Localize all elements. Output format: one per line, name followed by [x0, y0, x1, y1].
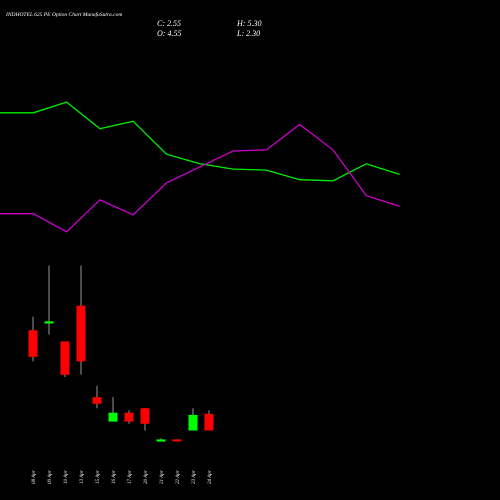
indicator-line-2 — [0, 123, 400, 233]
x-tick-label: 23 Apr — [192, 470, 197, 484]
candlesticks — [28, 265, 214, 442]
x-tick-label: 17 Apr — [128, 470, 133, 484]
x-tick-label: 16 Apr — [112, 470, 117, 484]
x-tick-label: 24 Apr — [208, 470, 213, 484]
x-tick-label: 08 Apr — [32, 470, 37, 484]
x-tick-label: 22 Apr — [176, 470, 181, 484]
chart-title: INDHOTEL 625 PE Option Chart MunafaSutra… — [5, 11, 122, 18]
candle-body — [108, 412, 118, 422]
candle-body — [140, 408, 150, 424]
x-tick-label: 15 Apr — [96, 470, 101, 484]
x-tick-label: 21 Apr — [160, 470, 165, 484]
candle-body — [156, 439, 166, 442]
candle-2 — [44, 265, 54, 335]
candle-body — [172, 439, 182, 442]
candle-body — [60, 341, 70, 375]
indicator-line-1 — [0, 101, 400, 182]
x-tick-label: 09 Apr — [48, 470, 53, 484]
candle-1 — [28, 316, 38, 362]
candle-5 — [92, 385, 102, 409]
candle-body — [204, 413, 214, 431]
low-value: L: 2.30 — [236, 29, 260, 38]
candle-3 — [60, 341, 70, 377]
x-tick-label: 10 Apr — [64, 470, 69, 484]
candle-12 — [204, 410, 214, 431]
candle-body — [124, 412, 134, 422]
candle-7 — [124, 410, 134, 424]
candle-body — [76, 305, 86, 362]
candle-10 — [172, 439, 182, 442]
candle-9 — [156, 438, 166, 442]
x-axis-ticks: 08 Apr 09 Apr 10 Apr 13 Apr 15 Apr 16 Apr 17 A… — [32, 470, 213, 484]
close-value: C: 2.55 — [157, 19, 181, 28]
candle-11 — [188, 408, 198, 431]
candle-body — [92, 397, 102, 404]
candle-body — [28, 330, 38, 357]
indicator-lines — [0, 101, 400, 233]
candle-6 — [108, 397, 118, 422]
candle-body — [188, 414, 198, 431]
x-tick-label: 13 Apr — [80, 470, 85, 484]
x-tick-label: 20 Apr — [144, 470, 149, 484]
candle-body — [44, 321, 54, 324]
candle-8 — [140, 408, 150, 431]
open-value: O: 4.55 — [157, 29, 181, 38]
candle-4 — [76, 265, 86, 375]
high-value: H: 5.30 — [236, 19, 261, 28]
